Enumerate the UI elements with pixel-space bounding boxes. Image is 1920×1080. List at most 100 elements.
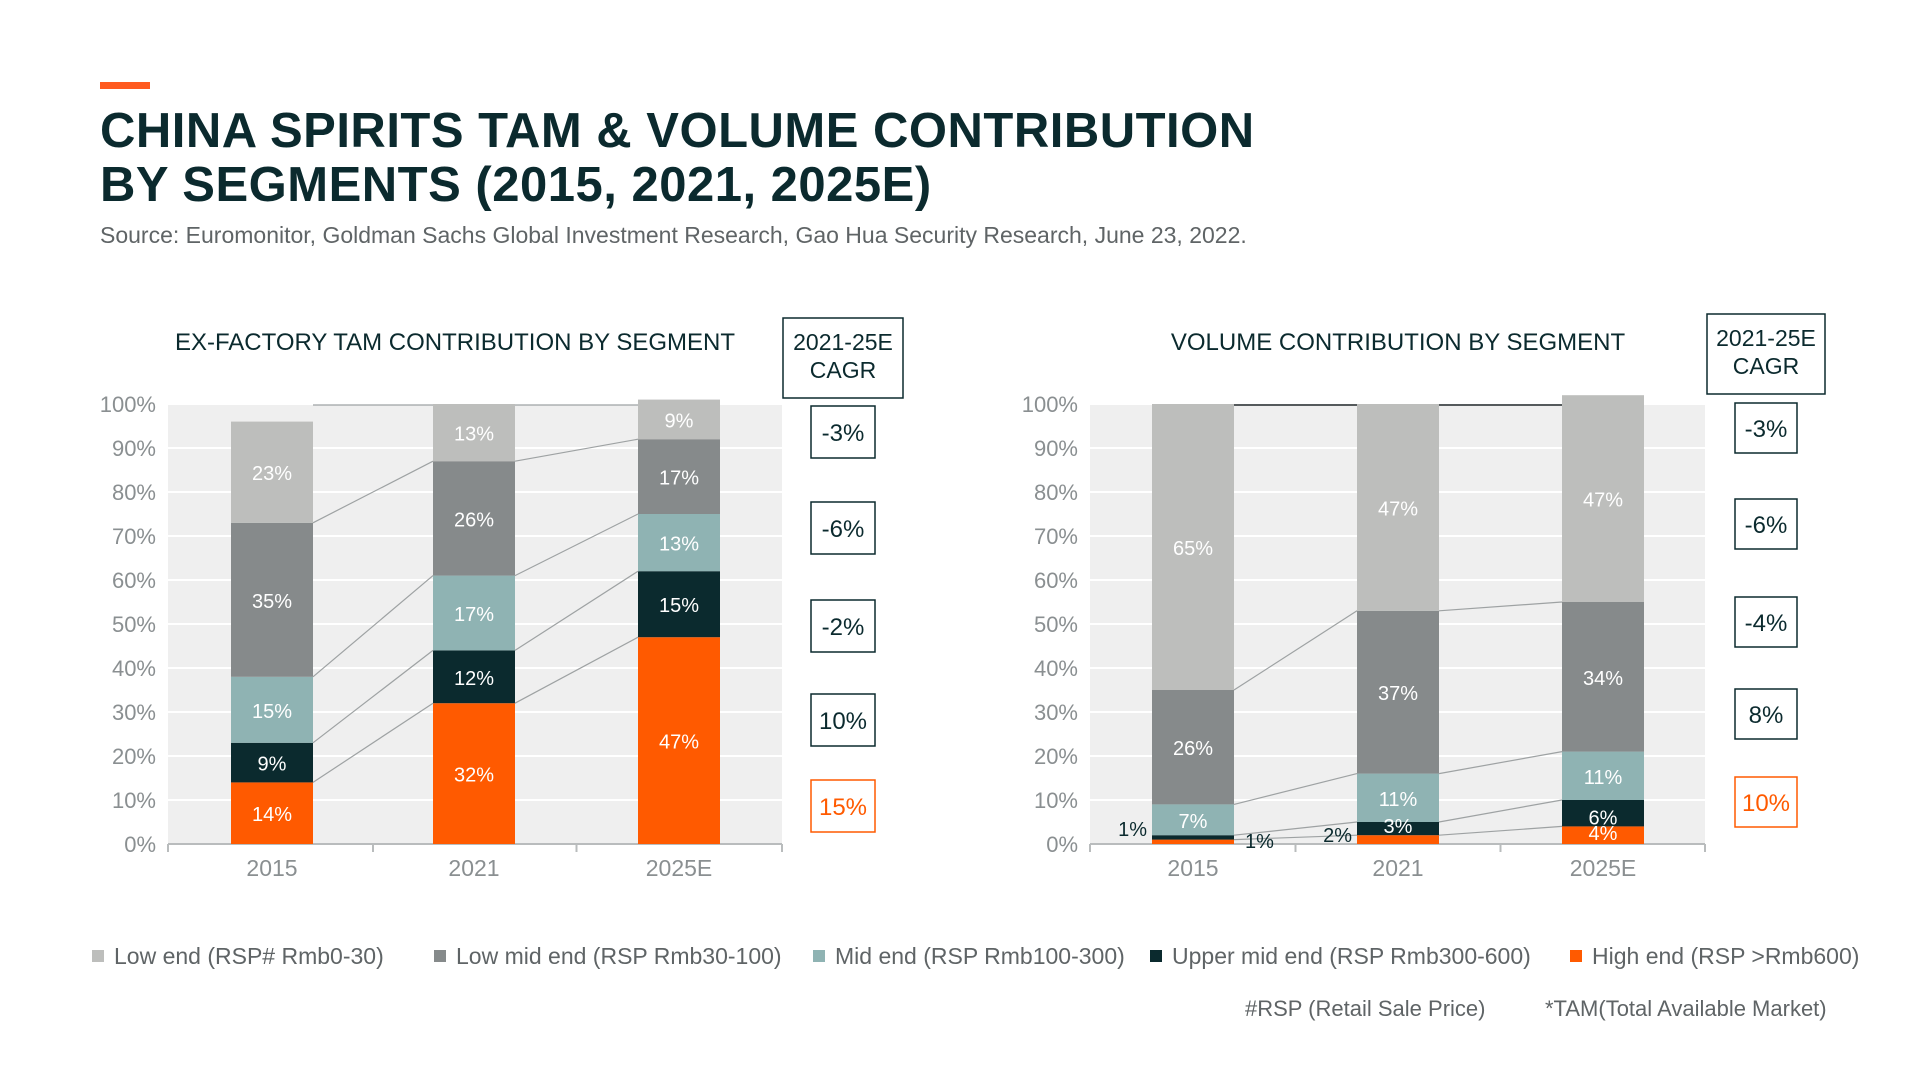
y-tick-label: 40% <box>1034 656 1078 681</box>
volume-contribution-chart: VOLUME CONTRIBUTION BY SEGMENT 0% 10% 20% 30… <box>1022 313 1826 881</box>
y-tick-label: 100% <box>1022 392 1078 417</box>
legend-item-low-end: Low end (RSP# Rmb0-30) <box>92 943 384 970</box>
connector-line <box>312 575 434 678</box>
connector-line <box>312 460 434 524</box>
bar-segment <box>231 421 313 523</box>
y-tick-label: 60% <box>112 568 156 593</box>
data-label: 35% <box>252 591 292 613</box>
y-tick-label: 30% <box>1034 700 1078 725</box>
y-tick-label: 0% <box>1046 832 1078 857</box>
cagr-header-text: CAGR <box>1733 353 1799 379</box>
chart-title: VOLUME CONTRIBUTION BY SEGMENT <box>1171 329 1626 356</box>
data-label: 47% <box>659 732 699 754</box>
data-label: 15% <box>659 595 699 617</box>
data-label: 9% <box>665 410 694 432</box>
bar-segment <box>638 514 720 572</box>
bar-segment <box>1357 773 1439 822</box>
cagr-value-box <box>810 599 876 653</box>
bar-segment <box>1152 835 1234 840</box>
y-tick-label: 100% <box>100 392 156 417</box>
connector-line <box>312 649 434 744</box>
footnote-tam: *TAM(Total Available Market) <box>1545 996 1827 1021</box>
bar-segment <box>433 461 515 576</box>
cagr-header-text: 2021-25E <box>793 329 893 355</box>
data-label: 1% <box>1245 831 1274 853</box>
tam-contribution-chart: EX-FACTORY TAM CONTRIBUTION BY SEGMENT 0%… <box>100 317 904 881</box>
y-tick-label: 60% <box>1034 568 1078 593</box>
bar-segment <box>1152 839 1234 844</box>
x-tick-label: 2025E <box>646 855 713 881</box>
legend-label-mid-end: Mid end (RSP Rmb100-300) <box>835 943 1125 969</box>
y-tick-label: 70% <box>1034 524 1078 549</box>
data-label: 7% <box>1179 811 1208 833</box>
cagr-header-box <box>782 317 904 399</box>
data-label: 15% <box>252 701 292 723</box>
data-label: 3% <box>1384 816 1413 838</box>
legend-label-upper-mid-end: Upper mid end (RSP Rmb300-600) <box>1172 943 1531 969</box>
cagr-header-text: CAGR <box>810 357 876 383</box>
legend-label-low-mid-end: Low mid end (RSP Rmb30-100) <box>456 943 782 969</box>
legend-swatch-low-end <box>92 950 104 962</box>
page-title-line-1: CHINA SPIRITS TAM & VOLUME CONTRIBUTION <box>100 104 1255 158</box>
y-tick-label: 80% <box>1034 480 1078 505</box>
data-label: 17% <box>454 604 494 626</box>
cagr-value-box <box>1734 776 1798 828</box>
legend-label-high-end: High end (RSP >Rmb600) <box>1592 943 1860 969</box>
connector-line <box>312 702 434 783</box>
cagr-value: -2% <box>822 614 865 641</box>
legend-item-upper-mid-end: Upper mid end (RSP Rmb300-600) <box>1150 943 1531 970</box>
cagr-value-box <box>1734 498 1798 550</box>
data-label: 12% <box>454 668 494 690</box>
data-label: 1% <box>1118 819 1147 841</box>
footnote-rsp: #RSP (Retail Sale Price) <box>1245 996 1486 1021</box>
data-label: 11% <box>1379 789 1418 811</box>
data-label: 17% <box>659 468 699 490</box>
bar-segment <box>638 637 720 844</box>
cagr-value: 8% <box>1749 702 1784 729</box>
data-label: 47% <box>1378 498 1418 520</box>
bar-segment <box>1562 751 1644 800</box>
legend-item-high-end: High end (RSP >Rmb600) <box>1570 943 1859 970</box>
data-label: 2% <box>1323 825 1352 847</box>
chart-title: EX-FACTORY TAM CONTRIBUTION BY SEGMENT <box>175 329 735 356</box>
connector-line <box>1438 799 1563 823</box>
data-label: 26% <box>454 509 494 531</box>
data-label: 47% <box>1583 490 1623 512</box>
cagr-header-text: 2021-25E <box>1716 325 1816 351</box>
bar-segment <box>1357 610 1439 774</box>
title-accent-bar <box>100 82 150 89</box>
y-tick-label: 50% <box>1034 612 1078 637</box>
cagr-value-box <box>810 779 876 833</box>
cagr-value: 10% <box>1742 790 1790 817</box>
y-tick-label: 90% <box>1034 436 1078 461</box>
bar-segment <box>433 575 515 651</box>
y-tick-label: 90% <box>112 436 156 461</box>
y-tick-label: 20% <box>112 744 156 769</box>
cagr-value: 15% <box>819 794 867 821</box>
bar-segment <box>1562 602 1644 752</box>
bar-segment <box>1357 404 1439 611</box>
bar-segment <box>638 399 720 440</box>
x-tick-label: 2015 <box>246 855 297 881</box>
data-label: 11% <box>1584 767 1623 789</box>
data-label: 13% <box>454 424 494 446</box>
cagr-value-box <box>810 501 876 555</box>
legend-swatch-upper-mid-end <box>1150 950 1162 962</box>
source-note: Source: Euromonitor, Goldman Sachs Globa… <box>100 222 1247 248</box>
bar-segment <box>1152 690 1234 805</box>
connector-line <box>514 513 639 577</box>
bar-segment <box>1562 800 1644 827</box>
y-tick-label: 10% <box>1034 788 1078 813</box>
data-label: 23% <box>252 463 292 485</box>
cagr-value: -3% <box>1745 416 1788 443</box>
connector-line <box>514 636 639 704</box>
cagr-value-box <box>1734 688 1798 740</box>
bar-segment <box>638 571 720 638</box>
connector-line <box>1233 610 1358 691</box>
page-title: CHINA SPIRITS TAM & VOLUME CONTRIBUTION … <box>100 104 1255 212</box>
cagr-value-box <box>810 693 876 747</box>
y-tick-label: 10% <box>112 788 156 813</box>
bar-segment <box>1562 826 1644 844</box>
data-label: 9% <box>258 754 287 776</box>
